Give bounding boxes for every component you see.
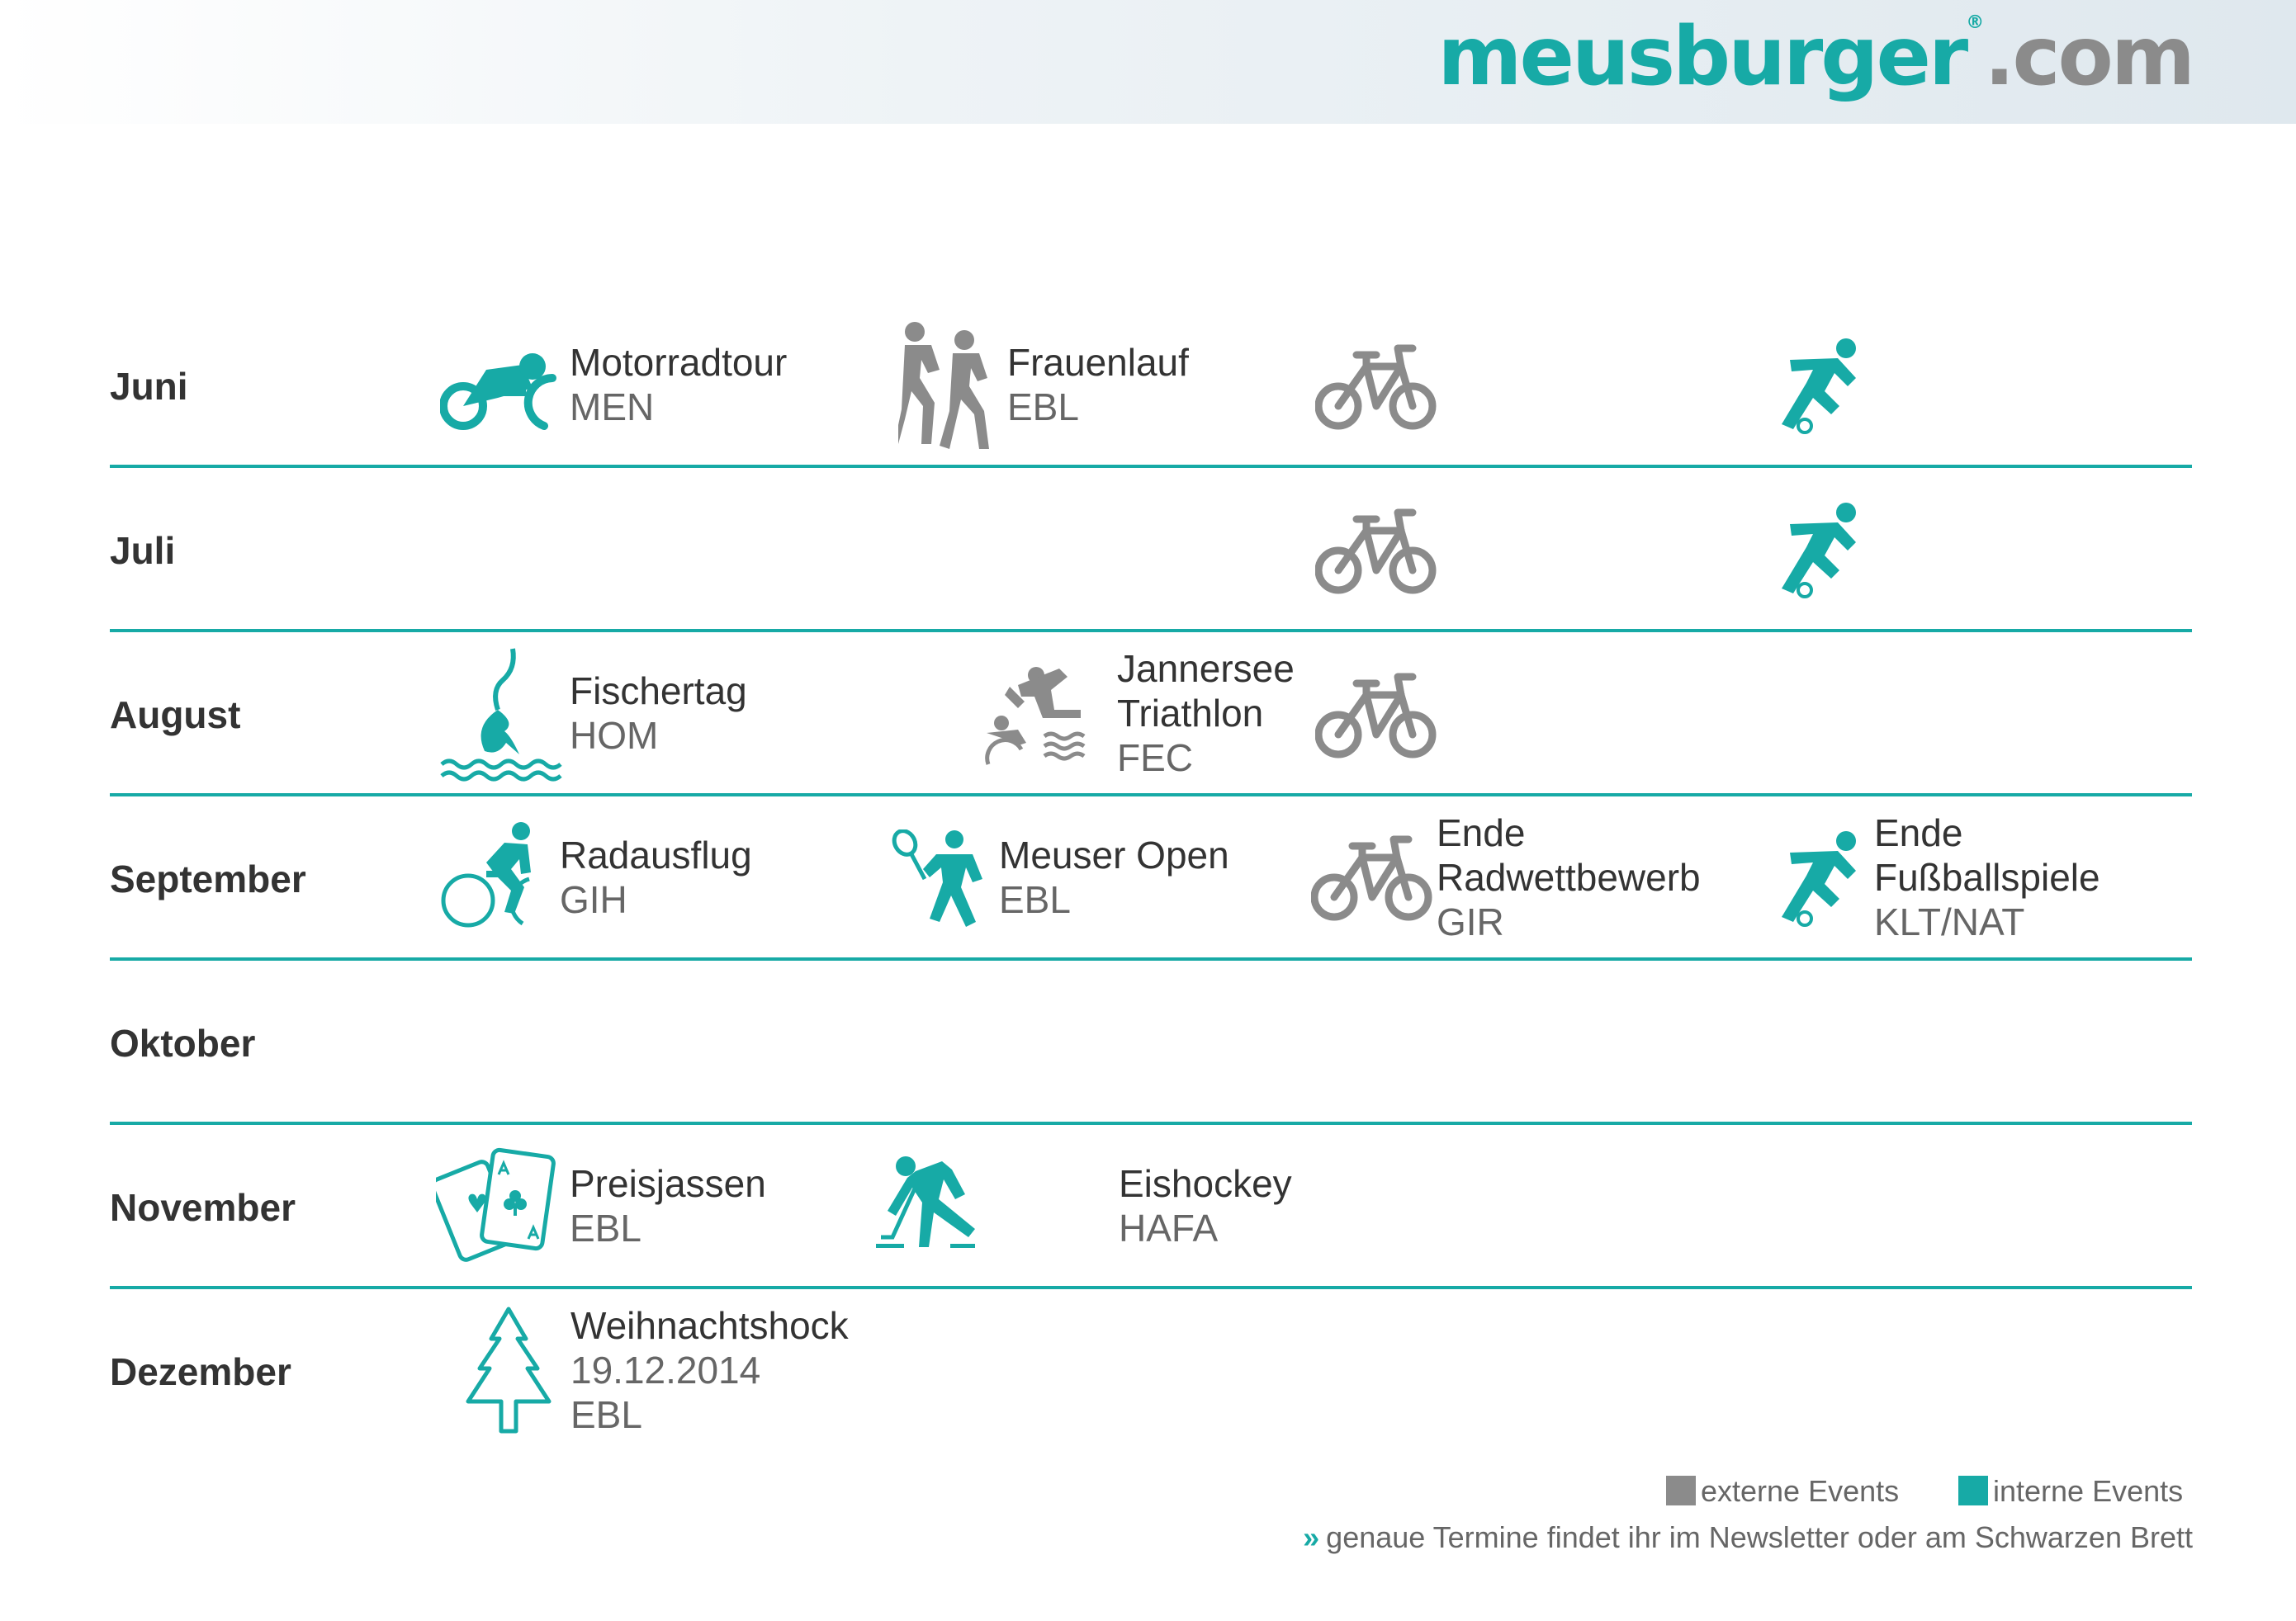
event-title-line1: Jannersee (1117, 646, 1295, 690)
event-organizer: EBL (1007, 385, 1079, 428)
event-title-line2: Fußballspiele (1874, 855, 2100, 899)
row-divider (110, 957, 2192, 961)
external-color-swatch (1666, 1476, 1696, 1505)
event-bicycle-juni[interactable] (1315, 304, 1447, 465)
event-soccer-juli[interactable] (1773, 468, 1872, 629)
triathlon-icon (985, 660, 1092, 768)
event-title: Frauenlauf (1007, 340, 1189, 384)
soccer-icon (1773, 829, 1864, 929)
event-triathlon[interactable]: Jannersee Triathlon FEC (985, 632, 1332, 793)
event-eishockey[interactable]: Eishockey HAFA (876, 1125, 1305, 1286)
month-label: Juli (110, 528, 176, 572)
event-title-line1: Ende (1437, 810, 1526, 854)
event-organizer: HAFA (1119, 1206, 1219, 1250)
soccer-icon (1773, 337, 1864, 436)
row-divider (110, 465, 2192, 468)
event-title: Meuser Open (999, 833, 1229, 877)
chevron-right-icon: » (1303, 1520, 1320, 1554)
playing-cards-icon (436, 1146, 560, 1270)
event-organizer: EBL (570, 1392, 642, 1436)
event-fussballspiele[interactable]: Ende Fußballspiele KLT/NAT (1773, 796, 2170, 957)
event-title: Radausflug (560, 833, 752, 877)
christmas-tree-icon (463, 1306, 554, 1438)
event-motorradtour[interactable]: Motorradtour MEN (440, 304, 869, 465)
motorcycle-icon (440, 345, 564, 436)
event-title: Fischertag (570, 669, 747, 712)
soccer-icon (1773, 501, 1864, 600)
event-soccer-juni[interactable] (1773, 304, 1872, 465)
bicycle-icon (1315, 506, 1439, 597)
event-title: Eishockey (1119, 1161, 1292, 1205)
event-organizer: EBL (999, 877, 1071, 921)
month-label: September (110, 857, 306, 900)
meusburger-logo[interactable]: meusburger®.com (1437, 10, 2195, 104)
month-label: November (110, 1185, 296, 1229)
event-weihnachtshock[interactable]: Weihnachtshock 19.12.2014 EBL (463, 1289, 892, 1450)
month-label: Juni (110, 364, 188, 408)
ice-hockey-icon (876, 1155, 1000, 1254)
event-organizer: GIR (1437, 900, 1504, 943)
row-dezember: Dezember Weihnachtshock 19.12.2014 EBL (110, 1289, 2192, 1453)
fishing-icon (440, 644, 564, 784)
bicycle-icon (1315, 670, 1439, 761)
event-title-line1: Ende (1874, 810, 1963, 854)
tennis-icon (890, 829, 989, 929)
month-label: August (110, 692, 241, 736)
row-juli: Juli (110, 468, 2192, 632)
event-organizer: EBL (570, 1206, 641, 1250)
row-divider (110, 1122, 2192, 1125)
row-divider (110, 793, 2192, 796)
event-organizer: HOM (570, 713, 659, 757)
schedule-note: » genaue Termine findet ihr im Newsletter… (1303, 1520, 2193, 1555)
note-text: genaue Termine findet ihr im Newsletter … (1326, 1520, 2193, 1554)
row-november: November (110, 1125, 2192, 1289)
legend-external: externe Events (1666, 1474, 1899, 1509)
row-divider (110, 1286, 2192, 1289)
month-label: Dezember (110, 1349, 291, 1393)
event-bicycle-juli[interactable] (1315, 468, 1447, 629)
event-organizer: FEC (1117, 735, 1193, 779)
event-fischertag[interactable]: Fischertag HOM (440, 632, 869, 793)
event-radwettbewerb[interactable]: Ende Radwettbewerb GIR (1311, 796, 1740, 957)
bicycle-icon (1311, 833, 1435, 924)
row-august: August Fischertag HOM (110, 632, 2192, 796)
row-juni: Juni Motorradtour MEN (110, 304, 2192, 468)
event-title: Weihnachtshock (570, 1303, 849, 1347)
row-oktober: Oktober (110, 961, 2192, 1125)
event-date: 19.12.2014 (570, 1348, 761, 1392)
event-preisjassen[interactable]: Preisjassen EBL (436, 1125, 865, 1286)
event-title: Motorradtour (570, 340, 788, 384)
row-september: September Radausflug GIH (110, 796, 2192, 961)
event-title-line2: Triathlon (1117, 691, 1264, 735)
internal-color-swatch (1958, 1476, 1988, 1505)
event-title-line2: Radwettbewerb (1437, 855, 1701, 899)
event-bicycle-august[interactable] (1315, 632, 1447, 793)
cyclist-icon (440, 821, 556, 929)
event-organizer: MEN (570, 385, 655, 428)
bicycle-icon (1315, 342, 1439, 432)
event-frauenlauf[interactable]: Frauenlauf EBL (898, 304, 1328, 465)
event-organizer: KLT/NAT (1874, 900, 2025, 943)
legend-internal: interne Events (1958, 1474, 2183, 1509)
event-title: Preisjassen (570, 1161, 766, 1205)
runners-icon (898, 320, 997, 452)
row-divider (110, 629, 2192, 632)
month-label: Oktober (110, 1021, 256, 1065)
header-bar: meusburger®.com (0, 0, 2296, 124)
event-organizer: GIH (560, 877, 627, 921)
event-radausflug[interactable]: Radausflug GIH (440, 796, 869, 957)
event-meuser-open[interactable]: Meuser Open EBL (890, 796, 1319, 957)
